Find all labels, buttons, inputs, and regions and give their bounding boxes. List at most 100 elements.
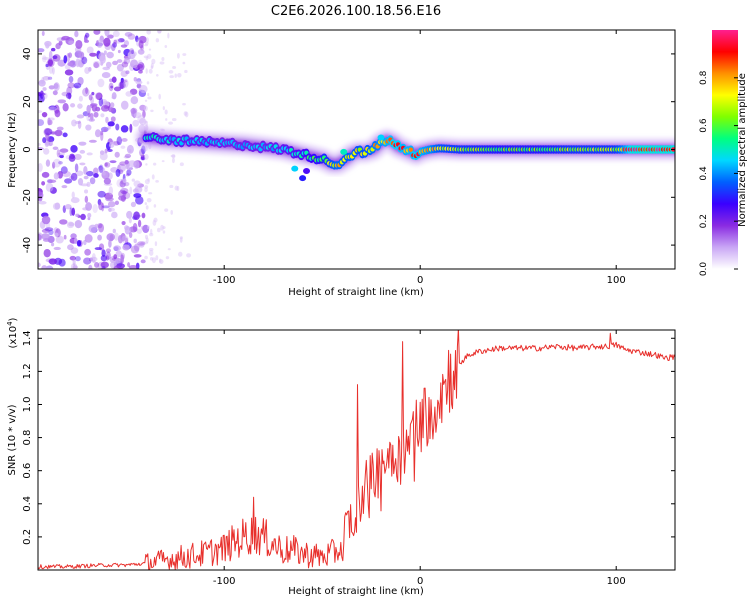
heatmap-noise-cell	[115, 250, 122, 258]
heatmap-noise-cell	[144, 202, 148, 206]
heatmap-noise-cell	[49, 187, 57, 194]
heatmap-noise-cell	[41, 181, 46, 186]
spectrogram-y-label: Frequency (Hz)	[7, 112, 18, 188]
heatmap-side-blob	[303, 168, 311, 175]
heatmap-noise-cell	[129, 167, 133, 170]
heatmap-noise-cell	[157, 30, 162, 34]
x-tick-label: -100	[213, 275, 236, 286]
heatmap-noise-cell	[120, 187, 129, 194]
snr-y-label: SNR (10 * v/v)	[7, 404, 18, 475]
heatmap-noise-cell	[124, 32, 133, 37]
heatmap-noise-cell	[145, 68, 148, 74]
heatmap-noise-cell	[68, 52, 73, 58]
heatmap-noise-cell	[124, 57, 131, 65]
heatmap-noise-cell	[116, 179, 124, 188]
heatmap-noise-cell	[154, 241, 158, 247]
heatmap-noise-cell	[127, 33, 136, 40]
heatmap-noise-cell	[84, 67, 90, 75]
heatmap-noise-cell	[83, 175, 89, 180]
heatmap-noise-cell	[48, 65, 53, 74]
spectrogram-panel: -100 0 100 -40 -20 0 20 40 Height of straight …	[7, 29, 676, 298]
heatmap-noise-cell	[66, 221, 75, 229]
heatmap-noise-cell	[184, 69, 188, 74]
heatmap-noise-cell	[112, 60, 118, 66]
heatmap-noise-cell	[167, 32, 170, 39]
heatmap-noise-cell	[120, 145, 126, 149]
heatmap-noise-cell	[68, 40, 75, 45]
heatmap-noise-cell	[55, 43, 61, 50]
heatmap-noise-cell	[122, 178, 127, 184]
heatmap-noise-cell	[135, 196, 144, 205]
y-tick-label: 1.0	[22, 397, 33, 413]
heatmap-noise-cell	[67, 62, 74, 67]
heatmap-noise-cell	[124, 159, 129, 165]
heatmap-noise-cell	[142, 110, 146, 119]
heatmap-noise-cell	[52, 90, 58, 96]
heatmap-noise-cell	[88, 118, 95, 122]
heatmap-noise-cell	[54, 109, 61, 118]
heatmap-noise-cell	[124, 153, 132, 159]
heatmap-noise-cell	[84, 234, 93, 243]
snr-y-multiplier: (x104)	[6, 317, 19, 348]
heatmap-noise-cell	[62, 170, 71, 178]
y-tick-label: -40	[22, 237, 33, 253]
heatmap-noise-cell	[121, 137, 128, 142]
heatmap-noise-cell	[93, 30, 101, 35]
heatmap-noise-cell	[83, 257, 92, 265]
heatmap-noise-cell	[91, 253, 96, 261]
heatmap-noise-cell	[52, 161, 56, 169]
heatmap-noise-cell	[168, 70, 174, 74]
heatmap-noise-cell	[126, 169, 132, 176]
heatmap-noise-cell	[144, 41, 149, 46]
heatmap-noise-cell	[174, 185, 179, 191]
heatmap-noise-cell	[129, 123, 133, 133]
heatmap-noise-cell	[98, 97, 104, 107]
heatmap-noise-cell	[148, 68, 153, 74]
heatmap-noise-cell	[60, 166, 68, 174]
heatmap-noise-cell	[117, 234, 123, 244]
heatmap-noise-cell	[137, 219, 142, 228]
heatmap-noise-cell	[102, 205, 110, 209]
heatmap-noise-cell	[75, 39, 83, 50]
heatmap-noise-cell	[67, 244, 74, 251]
y-tick-label: -20	[22, 189, 33, 205]
heatmap-noise-cell	[56, 126, 64, 131]
heatmap-noise-cell	[147, 96, 152, 100]
heatmap-noise-cell	[38, 119, 45, 126]
heatmap-noise-cell	[74, 121, 82, 124]
heatmap-noise-cell	[74, 30, 79, 38]
heatmap-noise-cell	[124, 225, 131, 235]
colorbar: 0.0 0.2 0.4 0.6 0.8 Normalized spectral ampl…	[699, 30, 748, 276]
heatmap-noise-cell	[174, 73, 177, 78]
heatmap-noise-cell	[38, 79, 46, 87]
heatmap-noise-cell	[47, 179, 57, 184]
heatmap-noise-cell	[84, 195, 89, 203]
heatmap-noise-cell	[84, 39, 90, 43]
heatmap-noise-cell	[105, 61, 112, 68]
heatmap-noise-cell	[45, 182, 54, 192]
heatmap-noise-cell	[41, 171, 50, 178]
heatmap-noise-cell	[125, 173, 130, 177]
heatmap-noise-cell	[107, 201, 116, 208]
heatmap-noise-cell	[120, 70, 128, 77]
snr-y-ticks: 0.2 0.4 0.6 0.8 1.0 1.2 1.4	[22, 330, 675, 545]
heatmap-noise-cell	[126, 210, 133, 219]
heatmap-noise-cell	[133, 238, 137, 244]
heatmap-noise-cell	[74, 170, 84, 177]
heatmap-noise-cell	[122, 78, 129, 88]
heatmap-noise-cell	[152, 162, 157, 166]
heatmap-noise-cell	[100, 254, 108, 262]
heatmap-noise-cell	[38, 200, 47, 205]
heatmap-noise-cell	[65, 92, 72, 99]
heatmap-noise-cell	[38, 196, 43, 202]
heatmap-noise-cell	[85, 202, 93, 211]
y-tick-label: 40	[22, 48, 33, 61]
heatmap-noise-cell	[43, 148, 50, 155]
heatmap-noise-cell	[47, 117, 51, 126]
heatmap-noise-cell	[106, 233, 115, 241]
heatmap-noise-cell	[108, 239, 112, 248]
heatmap-noise-cell	[38, 80, 45, 84]
heatmap-noise-cell	[113, 265, 121, 269]
snr-x-ticks: -100 0 100	[213, 330, 626, 587]
